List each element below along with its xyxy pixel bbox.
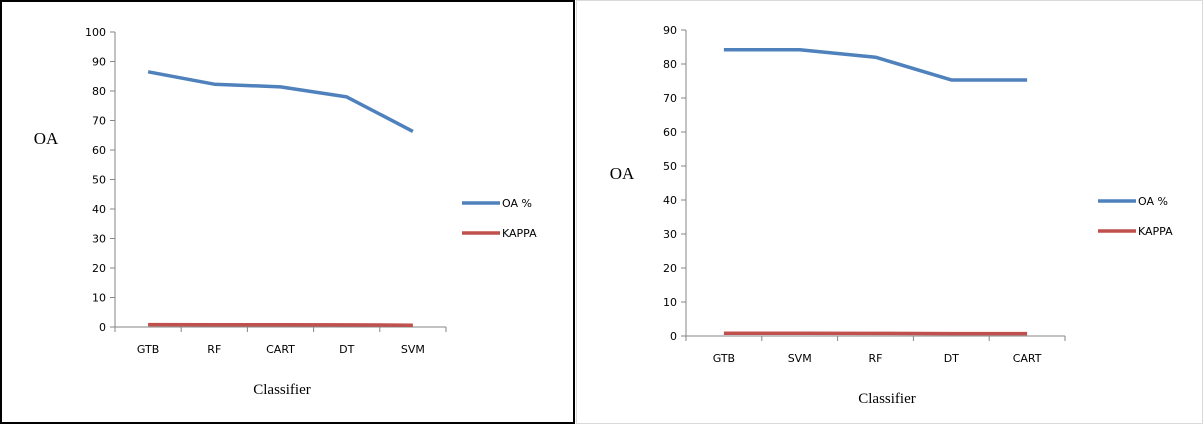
y-tick-label: 90 <box>663 24 677 37</box>
x-tick-label: RF <box>869 352 883 365</box>
chart-panel-right: 0 10 20 30 40 50 60 70 80 90 GTB SVM RF DT CART OA Class… <box>576 0 1203 424</box>
legend-label-kappa: KAPPA <box>1138 225 1173 238</box>
x-axis-title: Classifier <box>858 391 916 407</box>
x-tick-label: CART <box>1013 352 1042 365</box>
y-tick-label: 70 <box>92 115 106 128</box>
chart-panel-left: 0 10 20 30 40 50 60 70 80 90 100 GTB RF CART DT SVM OA Cl… <box>0 0 575 424</box>
y-tick-label: 10 <box>663 296 677 309</box>
y-tick-label: 40 <box>92 203 106 216</box>
x-tick-label: DT <box>339 343 354 356</box>
x-tick-label: RF <box>207 343 221 356</box>
y-tick-label: 20 <box>92 262 106 275</box>
y-tick-label: 20 <box>663 262 677 275</box>
line-chart-left: 0 10 20 30 40 50 60 70 80 90 100 GTB RF CART DT SVM OA Cl… <box>2 2 577 426</box>
x-tick-label: GTB <box>713 352 735 365</box>
line-chart-right: 0 10 20 30 40 50 60 70 80 90 GTB SVM RF DT CART OA Class… <box>577 1 1203 425</box>
y-tick-label: 60 <box>663 126 677 139</box>
y-tick-label: 100 <box>85 26 106 39</box>
y-tick-label: 60 <box>92 144 106 157</box>
y-tick-label: 0 <box>670 330 677 343</box>
series-line-kappa <box>148 325 413 326</box>
y-tick-label: 0 <box>99 321 106 334</box>
y-tick-label: 50 <box>663 160 677 173</box>
legend-label-kappa: KAPPA <box>502 227 537 240</box>
y-tick-label: 10 <box>92 292 106 305</box>
y-axis-title: OA <box>610 164 635 183</box>
y-tick-label: 80 <box>92 85 106 98</box>
x-axis-title: Classifier <box>253 382 311 398</box>
y-tick-label: 30 <box>663 228 677 241</box>
y-tick-label: 80 <box>663 58 677 71</box>
y-tick-label: 90 <box>92 56 106 69</box>
legend-label-oa: OA % <box>1138 195 1168 208</box>
y-tick-label: 70 <box>663 92 677 105</box>
x-tick-label: SVM <box>401 343 425 356</box>
series-line-oa <box>148 72 413 132</box>
x-tick-label: CART <box>266 343 295 356</box>
series-line-oa <box>724 50 1027 80</box>
x-tick-label: SVM <box>788 352 812 365</box>
legend-label-oa: OA % <box>502 197 532 210</box>
y-tick-label: 30 <box>92 233 106 246</box>
x-tick-label: DT <box>944 352 959 365</box>
y-axis-title: OA <box>34 129 59 148</box>
y-tick-label: 50 <box>92 174 106 187</box>
y-tick-label: 40 <box>663 194 677 207</box>
x-tick-label: GTB <box>137 343 159 356</box>
